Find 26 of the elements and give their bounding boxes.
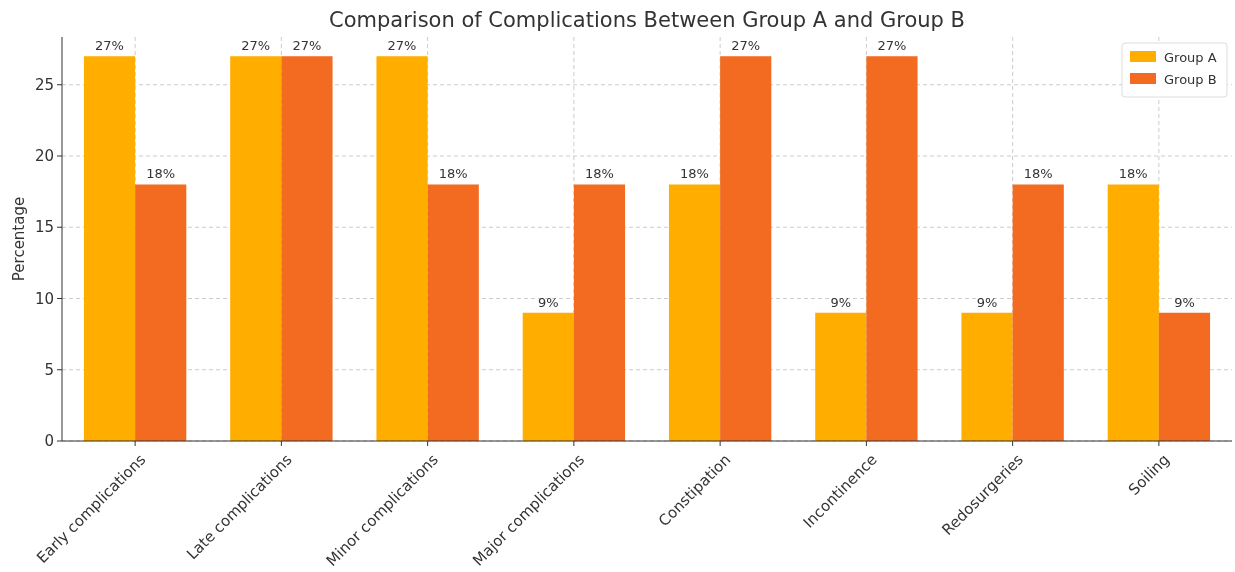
data-label: 18% [438, 166, 468, 182]
data-label: 27% [731, 38, 761, 54]
data-label: 18% [680, 166, 709, 182]
data-label: 18% [146, 166, 176, 182]
data-label: 27% [241, 38, 271, 54]
y-tick-label: 5 [44, 361, 54, 379]
data-label: 18% [1023, 166, 1053, 182]
data-label: 9% [976, 294, 998, 310]
data-label: 9% [1174, 294, 1195, 310]
y-tick-label: 25 [34, 75, 54, 94]
legend-label: Group A [1164, 49, 1217, 65]
y-tick-label: 0 [44, 432, 54, 451]
data-label: 9% [537, 294, 559, 310]
data-label: 18% [585, 166, 614, 182]
y-tick-label: 15 [34, 218, 54, 237]
y-tick-label: 10 [34, 289, 54, 308]
data-label: 9% [830, 294, 852, 310]
data-label: 27% [292, 38, 322, 54]
y-axis-title: Percentage [10, 196, 28, 282]
data-label: 18% [1118, 166, 1148, 182]
data-label: 27% [877, 38, 907, 54]
chart-title: Comparison of Complications Between Group A and Group B [329, 8, 965, 32]
data-label: 27% [387, 38, 417, 54]
data-label: 27% [95, 38, 124, 54]
legend-label: Group B [1164, 71, 1217, 87]
y-tick-label: 20 [34, 147, 54, 166]
